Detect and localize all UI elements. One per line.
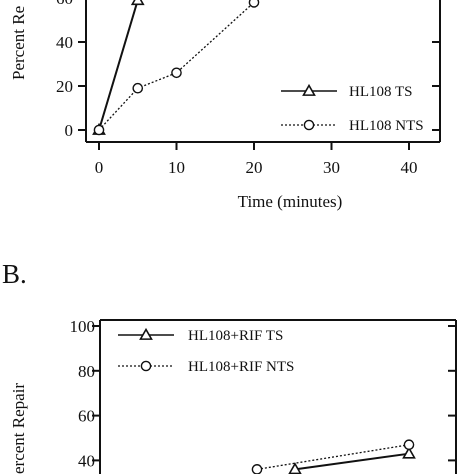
panel-b-series-0-point-0 (288, 462, 302, 474)
panel-b-legend-0-label: HL108+RIF TS (188, 328, 283, 344)
panel-a-legend-1-marker (303, 119, 315, 131)
panel-b-series-0-line (294, 452, 410, 471)
panel-b-series-1-line (256, 444, 410, 471)
panel-a-series-1-line (98, 1, 255, 131)
panel-a-x-tick-label: 0 (95, 158, 104, 177)
panel-b-chart: ercent Repair 100 80 60 40 HL108+RIF TS HL10… (9, 317, 457, 474)
panel-b-legend-1-marker (140, 360, 152, 372)
panel-a-y-tick-label: 20 (56, 77, 73, 96)
panel-a-x-tick-label: 30 (323, 158, 340, 177)
panel-a-x-tick-label: 20 (246, 158, 263, 177)
panel-b-y-tick-label: 100 (70, 317, 96, 336)
panel-b-legend-1-label: HL108+RIF NTS (188, 359, 294, 375)
panel-b-letter: B. (2, 259, 27, 289)
panel-a-series-0-line (98, 0, 139, 131)
panel-a-series-1-point-0 (93, 124, 105, 136)
panel-b-legend-0-marker (139, 327, 153, 340)
panel-a-series-1-point-2 (171, 67, 182, 79)
panel-b-y-tick-label: 80 (78, 362, 95, 381)
panel-a-chart: Percent Re Time (minutes) 0 10 20 30 40 0 20 4… (9, 0, 441, 211)
panel-a-legend-0-marker (302, 83, 316, 96)
panel-b-y-axis-title: ercent Repair (9, 383, 28, 474)
panel-b-y-tick-label: 40 (78, 451, 95, 470)
panel-a-series-1-point-3 (248, 0, 260, 8)
panel-a-x-axis-title: Time (minutes) (238, 192, 343, 211)
panel-a-series-0-point-1 (130, 0, 145, 6)
panel-b-series-1-point-1 (403, 439, 415, 451)
panel-b-series-1-point-0 (251, 464, 263, 474)
panel-a-y-axis-title: Percent Re (9, 6, 28, 80)
panel-a-series-1-point-1 (132, 82, 144, 94)
panel-a-y-tick-label: 0 (65, 121, 74, 140)
panel-b-series-0-point-1 (402, 446, 416, 459)
panel-a-x-tick-label: 10 (168, 158, 185, 177)
panel-a-legend-1-label: HL108 NTS (349, 118, 424, 134)
panel-a-y-tick-label: 40 (56, 33, 73, 52)
panel-a-legend-0-label: HL108 TS (349, 84, 412, 100)
panel-b-y-tick-label: 60 (78, 407, 95, 426)
panel-a-x-tick-label: 40 (401, 158, 418, 177)
panel-a-y-tick-label: 60 (56, 0, 73, 8)
